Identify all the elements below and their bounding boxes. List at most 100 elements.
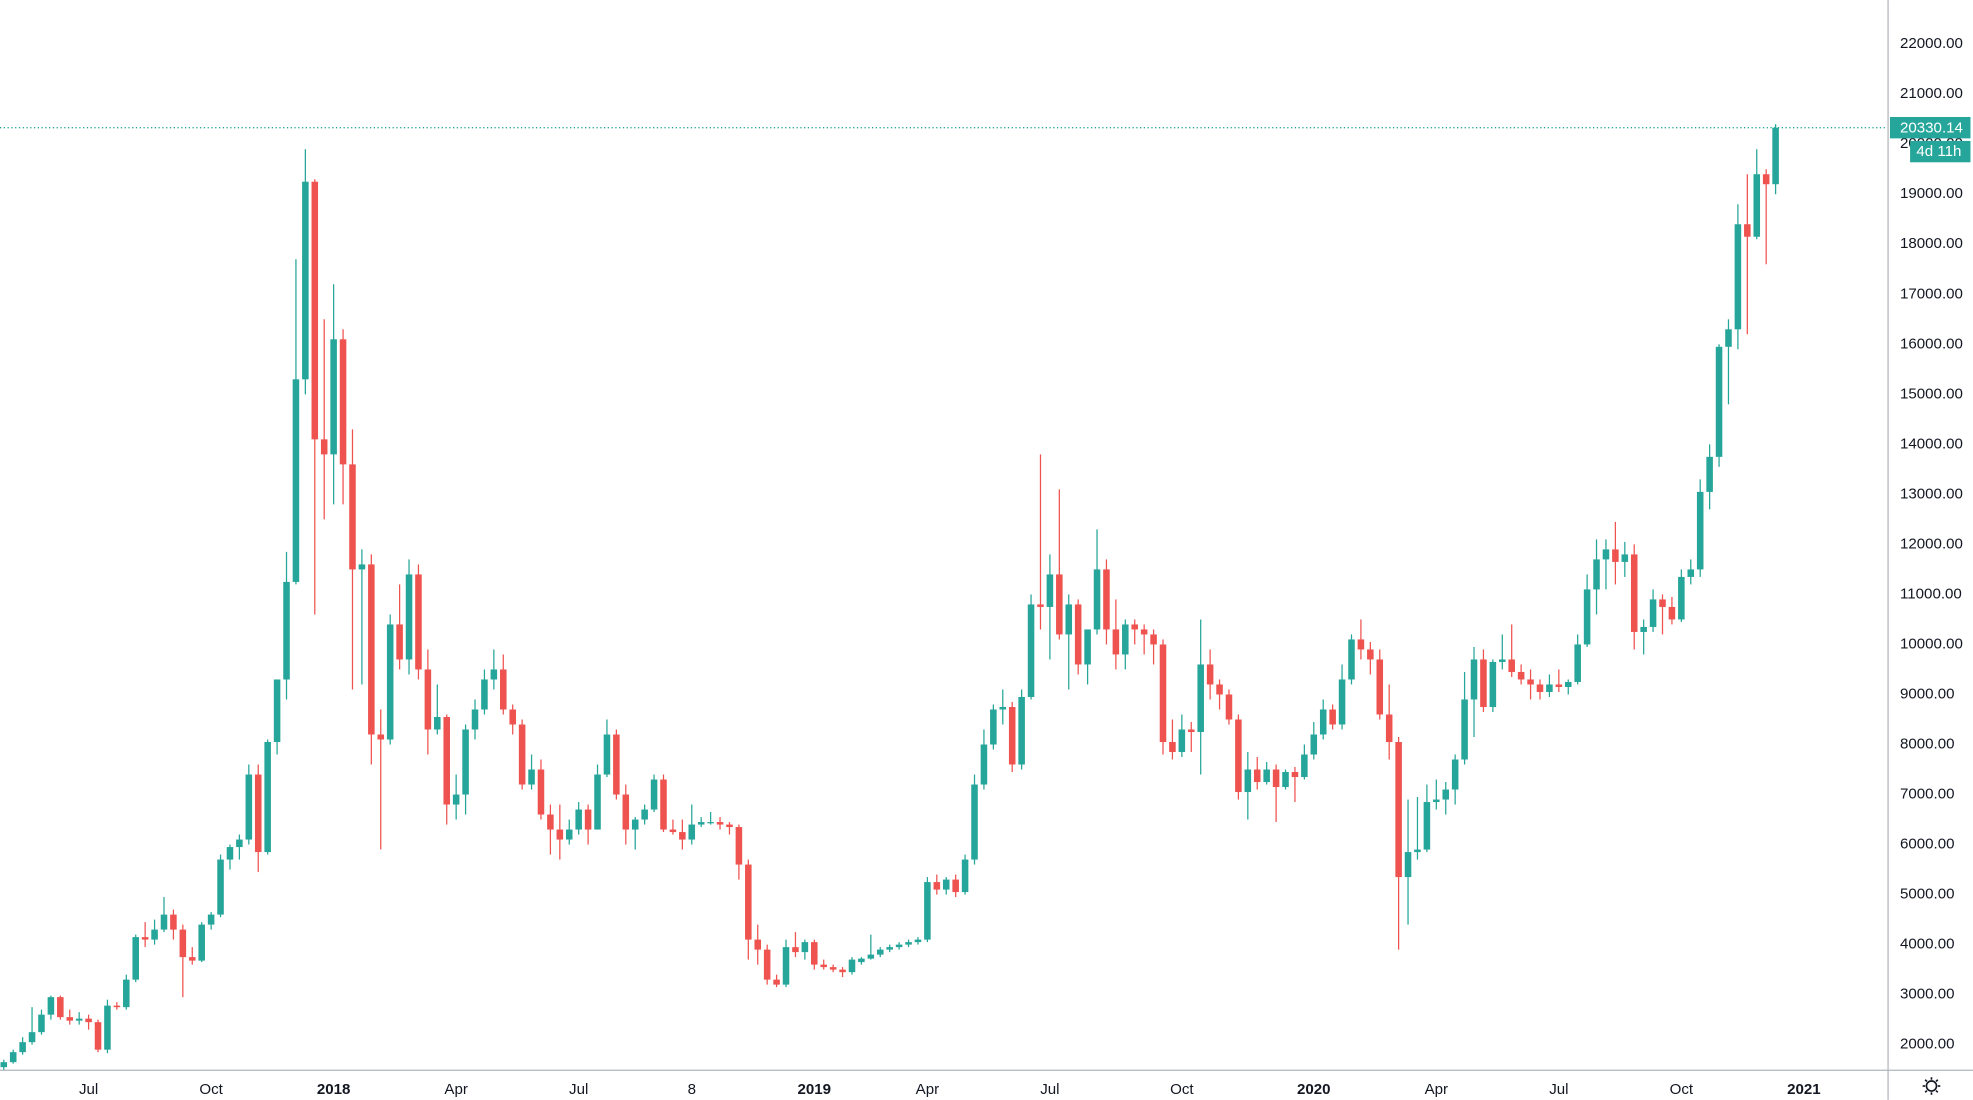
candle-body xyxy=(424,669,432,730)
x-tick-label: 2018 xyxy=(317,1081,351,1098)
candle-body xyxy=(377,734,385,740)
y-tick-label: 17000.00 xyxy=(1900,285,1963,302)
candle-body xyxy=(990,709,997,745)
candle-body xyxy=(924,882,931,940)
x-tick-label: Jul xyxy=(1040,1081,1059,1098)
y-tick-label: 6000.00 xyxy=(1900,836,1955,853)
candle-body xyxy=(28,1032,36,1043)
candle-body xyxy=(311,181,319,440)
candle-body xyxy=(160,914,168,930)
candle-body xyxy=(745,864,752,940)
candle-body xyxy=(217,859,224,915)
candle-body xyxy=(556,829,564,840)
candle-body xyxy=(1046,574,1054,607)
candle-body xyxy=(679,832,686,840)
candle-body xyxy=(829,967,837,970)
candle-body xyxy=(584,809,592,830)
candle-body xyxy=(942,879,950,890)
candle-body xyxy=(1696,491,1704,570)
candle-body xyxy=(735,827,743,865)
settings-icon-teeth[interactable] xyxy=(1922,1077,1941,1095)
candle-body xyxy=(1329,709,1336,725)
y-tick-label: 11000.00 xyxy=(1900,585,1962,602)
y-tick-label: 13000.00 xyxy=(1900,485,1963,502)
candle-body xyxy=(650,779,658,810)
candle-body xyxy=(707,822,714,824)
candle-body xyxy=(716,822,724,825)
candle-body xyxy=(980,744,988,785)
y-tick-label: 9000.00 xyxy=(1900,685,1955,702)
candle-body xyxy=(188,957,196,961)
candle-body xyxy=(999,706,1007,710)
candle-body xyxy=(1404,852,1412,878)
candle-body xyxy=(594,774,601,830)
candle-body xyxy=(170,914,177,930)
candle-body xyxy=(1338,679,1346,725)
candle-body xyxy=(1253,769,1261,783)
y-tick-label: 4000.00 xyxy=(1900,936,1955,953)
candle-body xyxy=(773,979,780,985)
settings-button[interactable] xyxy=(1922,1077,1941,1095)
candle-body xyxy=(509,709,516,725)
candle-body xyxy=(273,679,281,743)
candle-body xyxy=(1555,684,1563,687)
candle-body xyxy=(1319,709,1327,735)
candle-body xyxy=(1291,772,1299,778)
candle-body xyxy=(518,724,526,785)
candle-body xyxy=(1546,684,1553,692)
candle-body xyxy=(914,939,922,943)
y-tick-label: 12000.00 xyxy=(1900,535,1963,552)
candle-body xyxy=(1668,606,1676,620)
x-tick-label: 8 xyxy=(688,1081,696,1098)
candle-body xyxy=(933,882,941,890)
candle-body xyxy=(1310,734,1318,755)
candle-body xyxy=(1150,634,1157,645)
candle-body xyxy=(452,794,460,805)
y-tick-label: 10000.00 xyxy=(1900,635,1963,652)
candle-body xyxy=(292,379,300,582)
candle-body xyxy=(1263,769,1270,783)
candle-body xyxy=(848,959,856,973)
candle-body xyxy=(688,824,696,840)
candle-body xyxy=(57,997,64,1018)
y-tick-label: 16000.00 xyxy=(1900,335,1963,352)
candle-body xyxy=(302,181,309,380)
candle-body xyxy=(1687,569,1695,577)
x-tick-label: 2019 xyxy=(798,1081,832,1098)
candle-body xyxy=(1423,802,1431,850)
candle-body xyxy=(565,829,573,840)
candle-body xyxy=(245,774,253,840)
candle-body xyxy=(349,464,356,570)
candle-body xyxy=(660,779,667,830)
candle-body xyxy=(697,822,705,825)
candle-body xyxy=(1027,604,1035,697)
y-tick-label: 22000.00 xyxy=(1900,35,1963,52)
candle-body xyxy=(603,734,611,775)
candle-body xyxy=(386,624,394,740)
candle-body xyxy=(1169,742,1176,753)
x-tick-label: Apr xyxy=(444,1081,467,1098)
candle-body xyxy=(575,809,582,830)
candle-body xyxy=(1348,639,1355,680)
candle-body xyxy=(1564,681,1572,687)
x-tick-label: Oct xyxy=(1170,1081,1194,1098)
candle-body xyxy=(1008,706,1016,765)
candle-body xyxy=(264,742,271,853)
candle-body xyxy=(669,829,677,833)
candle-body xyxy=(236,839,243,848)
candle-body xyxy=(1451,759,1459,790)
candle-body xyxy=(1659,599,1666,607)
plot-area xyxy=(0,124,1888,1071)
candle-body xyxy=(132,937,139,980)
time-axis xyxy=(0,1070,1973,1100)
candle-body xyxy=(858,958,865,963)
settings-icon[interactable] xyxy=(1925,1080,1938,1092)
candle-body xyxy=(1414,849,1421,853)
candle-body xyxy=(1235,719,1242,793)
candle-body xyxy=(726,824,733,828)
candle-body xyxy=(0,1062,8,1068)
candle-body xyxy=(952,879,959,893)
candle-body xyxy=(1470,659,1478,700)
